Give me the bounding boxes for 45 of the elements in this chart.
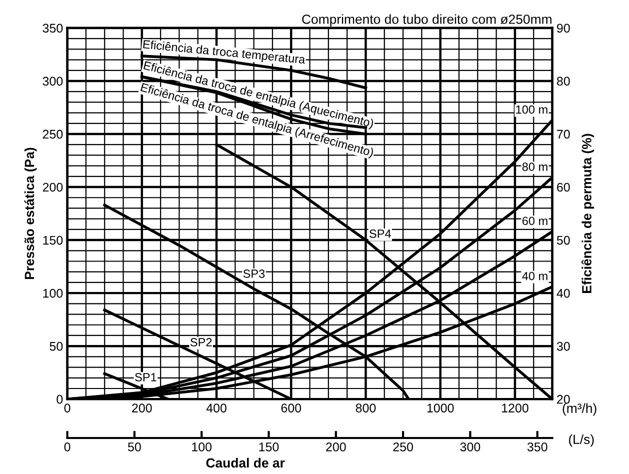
x-tick-label: 0 (64, 404, 70, 412)
x2-tick-label: 300 (460, 442, 480, 452)
x2-axis-title: (L/s) (568, 434, 594, 447)
series-label: SP2 (190, 338, 212, 346)
x-tick-label: 1000 (427, 404, 454, 412)
x-tick-label: 200 (132, 404, 152, 412)
x2-tick-label: 50 (128, 442, 141, 452)
series-label: SP1 (135, 373, 156, 382)
series-label: 40 m (522, 272, 548, 280)
series-label: 60 m (522, 216, 548, 226)
y2-tick-label: 30 (556, 342, 570, 351)
y-tick-label: 350 (42, 24, 63, 33)
x-tick-label: 1200 (502, 404, 528, 412)
y-tick-label: 200 (42, 182, 63, 192)
series-label: SP3 (243, 270, 265, 278)
y2-tick-label: 60 (557, 182, 570, 192)
y2-tick-label: 70 (557, 130, 570, 139)
y2-tick-label: 40 (556, 288, 570, 298)
y2-axis-title: Eficiência de permuta (%) (581, 134, 594, 293)
series-label: SP4 (370, 230, 391, 238)
chart-title: Comprimento do tubo direito com ø250mm (302, 14, 552, 27)
y-tick-label: 50 (50, 342, 63, 351)
y2-tick-label: 20 (557, 394, 570, 404)
y-tick-label: 0 (56, 394, 63, 404)
x2-tick-label: 350 (527, 442, 548, 452)
x-axis-title: Caudal de ar (206, 458, 285, 468)
y2-tick-label: 80 (556, 76, 570, 86)
text: (m³/h) (562, 403, 596, 416)
y-tick-label: 100 (43, 288, 63, 298)
y2-tick-label: 90 (557, 24, 570, 33)
y-tick-label: 250 (42, 130, 63, 139)
x2-tick-label: 200 (326, 442, 346, 452)
y-tick-label: 300 (42, 76, 63, 86)
x-tick-label: 800 (356, 404, 376, 412)
x2-tick-label: 100 (192, 442, 212, 452)
y2-tick-label: 50 (556, 236, 570, 245)
y-axis-title: Pressão estática (Pa) (24, 148, 37, 280)
series-label: 80 m (522, 162, 548, 171)
x2-tick-label: 250 (393, 442, 413, 452)
x-tick-label: 600 (281, 404, 302, 412)
series-label: 100 m (516, 105, 548, 114)
x2-tick-label: 0 (64, 442, 70, 452)
x2-tick-label: 150 (259, 442, 279, 452)
x-tick-label: 400 (206, 404, 226, 412)
y-tick-label: 150 (43, 236, 63, 245)
